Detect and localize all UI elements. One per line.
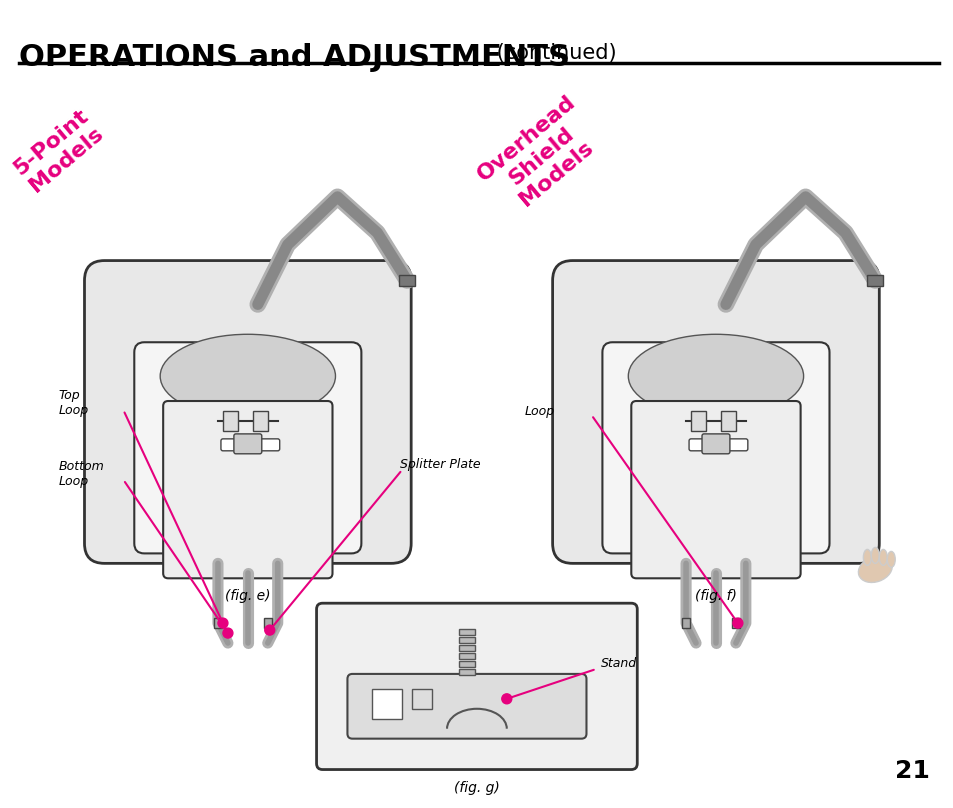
- FancyBboxPatch shape: [255, 439, 279, 451]
- Text: Stand: Stand: [600, 658, 637, 671]
- FancyBboxPatch shape: [347, 674, 586, 739]
- Ellipse shape: [879, 549, 886, 566]
- Circle shape: [265, 625, 274, 635]
- FancyBboxPatch shape: [221, 439, 245, 451]
- Text: (fig. g): (fig. g): [454, 781, 499, 796]
- FancyBboxPatch shape: [688, 439, 712, 451]
- Bar: [720, 411, 735, 431]
- Bar: [223, 411, 237, 431]
- Bar: [690, 411, 705, 431]
- Ellipse shape: [862, 549, 870, 566]
- Bar: [681, 618, 689, 628]
- Text: 5-Point
Models: 5-Point Models: [10, 105, 107, 196]
- FancyBboxPatch shape: [723, 439, 747, 451]
- Ellipse shape: [886, 551, 894, 567]
- Bar: [458, 645, 475, 651]
- Circle shape: [732, 618, 742, 628]
- FancyBboxPatch shape: [134, 343, 361, 553]
- Ellipse shape: [870, 548, 879, 563]
- Bar: [458, 661, 475, 667]
- Text: Splitter Plate: Splitter Plate: [400, 458, 480, 471]
- Circle shape: [501, 694, 511, 704]
- Text: OPERATIONS and ADJUSTMENTS: OPERATIONS and ADJUSTMENTS: [19, 44, 569, 73]
- Ellipse shape: [858, 556, 891, 583]
- Bar: [731, 618, 740, 628]
- FancyBboxPatch shape: [631, 401, 800, 579]
- Bar: [458, 653, 475, 659]
- Text: Overhead
Shield
Models: Overhead Shield Models: [474, 91, 609, 221]
- Bar: [372, 689, 402, 719]
- Ellipse shape: [628, 335, 802, 418]
- FancyBboxPatch shape: [233, 434, 261, 454]
- Bar: [866, 275, 882, 287]
- FancyBboxPatch shape: [701, 434, 729, 454]
- FancyBboxPatch shape: [552, 260, 879, 563]
- Bar: [213, 618, 222, 628]
- Bar: [458, 629, 475, 635]
- Bar: [263, 618, 272, 628]
- FancyBboxPatch shape: [85, 260, 411, 563]
- Ellipse shape: [160, 335, 335, 418]
- Bar: [253, 411, 268, 431]
- Bar: [412, 689, 432, 709]
- Bar: [458, 669, 475, 675]
- Text: Loop: Loop: [524, 406, 555, 419]
- Text: Bottom
Loop: Bottom Loop: [58, 460, 104, 488]
- FancyBboxPatch shape: [163, 401, 333, 579]
- Text: 21: 21: [894, 760, 929, 784]
- Text: (fig. f): (fig. f): [695, 589, 736, 604]
- Bar: [398, 275, 415, 287]
- Text: Top
Loop: Top Loop: [58, 389, 89, 417]
- FancyBboxPatch shape: [316, 604, 637, 769]
- Bar: [458, 637, 475, 643]
- Text: (fig. e): (fig. e): [225, 589, 271, 604]
- Circle shape: [217, 618, 228, 628]
- Circle shape: [223, 628, 233, 638]
- FancyBboxPatch shape: [601, 343, 828, 553]
- Text: (continued): (continued): [489, 44, 616, 64]
